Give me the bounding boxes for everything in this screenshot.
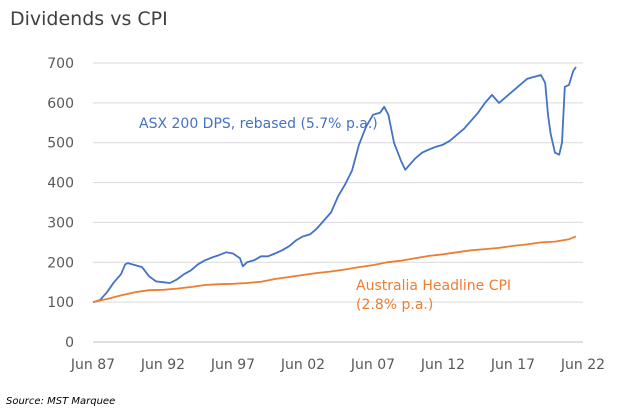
y-tick-label: 400 [47,176,74,192]
y-tick-label: 600 [47,96,74,112]
x-axis-ticks: Jun 87 Jun 92 Jun 97 Jun 02 Jun 07 Jun 12 Jun … [70,357,605,373]
source-note: Source: MST Marquee [6,396,116,407]
x-tick-label: Jun 87 [70,357,115,373]
cpi-annotation-line2: (2.8% p.a.) [356,297,433,313]
x-tick-label: Jun 97 [210,357,255,373]
y-tick-label: 0 [65,335,74,351]
x-tick-label: Jun 12 [420,357,465,373]
asx-dps-annotation: ASX 200 DPS, rebased (5.7% p.a.) [139,116,378,132]
x-tick-label: Jun 07 [350,357,395,373]
x-tick-label: Jun 17 [490,357,535,373]
y-tick-label: 300 [47,215,74,231]
asx-dps-series-line [92,66,577,303]
y-tick-label: 500 [47,136,74,152]
x-tick-label: Jun 02 [280,357,325,373]
series-lines [92,66,577,303]
cpi-series-line [92,235,577,303]
y-tick-label: 700 [47,56,74,72]
x-tick-label: Jun 92 [140,357,185,373]
y-tick-label: 100 [47,295,74,311]
y-axis-ticks: 0 100 200 300 400 500 600 700 [47,56,74,351]
chart-title: Dividends vs CPI [10,8,168,30]
cpi-annotation-line1: Australia Headline CPI [356,278,511,294]
x-tick-label: Jun 22 [560,357,605,373]
y-tick-label: 200 [47,255,74,271]
gridlines [93,62,583,343]
